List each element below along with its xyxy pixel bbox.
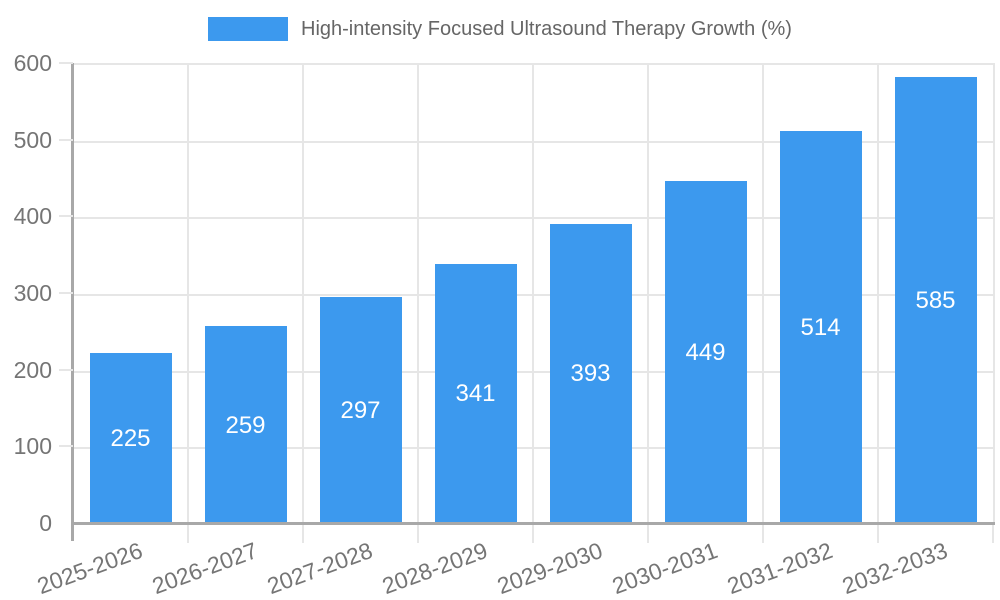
bar: 449	[664, 180, 747, 525]
bar: 585	[894, 76, 977, 525]
bar: 514	[779, 130, 862, 525]
bar: 393	[549, 223, 632, 525]
y-tick-label: 200	[13, 356, 52, 383]
bar: 341	[434, 263, 517, 525]
legend-series-label: High-intensity Focused Ultrasound Therap…	[301, 17, 792, 40]
bar: 225	[89, 352, 172, 525]
y-tick-label: 600	[13, 50, 52, 76]
gridline-vertical	[187, 65, 189, 525]
x-tick-label: 2026-2027	[148, 537, 261, 600]
bar-value-label: 297	[340, 397, 381, 425]
y-axis-tick	[59, 368, 73, 371]
x-axis-tick	[877, 525, 879, 543]
y-tick-label: 300	[13, 280, 52, 306]
x-axis-tick	[302, 525, 304, 543]
y-axis-tick	[59, 292, 73, 294]
x-axis-tick	[762, 525, 764, 543]
x-tick-label: 2025-2026	[33, 537, 146, 600]
x-axis-tick	[647, 525, 649, 543]
y-axis-line	[71, 63, 74, 541]
x-axis-line	[71, 522, 995, 525]
gridline-vertical	[762, 65, 764, 525]
bar: 297	[319, 297, 402, 525]
y-axis-tick	[59, 138, 73, 141]
x-tick-label: 2031-2032	[723, 537, 836, 600]
x-tick-label: 2029-2030	[493, 537, 606, 600]
bar-value-label: 259	[225, 411, 266, 439]
bar-value-label: 449	[685, 338, 726, 366]
x-axis-tick	[187, 525, 189, 543]
gridline-vertical	[877, 65, 879, 525]
gridline-vertical	[532, 65, 534, 525]
x-axis-tick	[417, 525, 419, 543]
y-tick-label: 0	[39, 510, 52, 536]
gridline-vertical	[647, 65, 649, 525]
bar-value-label: 393	[570, 360, 611, 388]
plot-area: 225 259 297 341 393 449 514 585	[73, 63, 995, 525]
x-tick-label: 2028-2029	[378, 537, 491, 600]
x-tick-label: 2032-2033	[838, 537, 951, 600]
x-axis-tick	[992, 525, 994, 543]
bar: 259	[204, 326, 287, 525]
chart-legend: High-intensity Focused Ultrasound Therap…	[0, 17, 1000, 41]
y-axis-tick	[59, 445, 73, 448]
y-axis-tick	[59, 62, 73, 64]
y-tick-label: 400	[13, 203, 52, 230]
x-tick-label: 2030-2031	[608, 537, 721, 600]
x-tick-label: 2027-2028	[263, 537, 376, 600]
y-tick-label: 100	[13, 433, 52, 460]
y-axis-tick	[59, 215, 73, 218]
bar-value-label: 225	[110, 424, 151, 452]
legend-swatch	[208, 17, 289, 41]
bar-value-label: 585	[915, 286, 956, 314]
gridline-vertical	[417, 65, 419, 525]
y-tick-label: 500	[13, 126, 52, 153]
gridline-vertical	[302, 65, 304, 525]
bar-value-label: 514	[800, 313, 841, 341]
bar-value-label: 341	[455, 380, 496, 408]
x-axis-tick	[532, 525, 534, 543]
